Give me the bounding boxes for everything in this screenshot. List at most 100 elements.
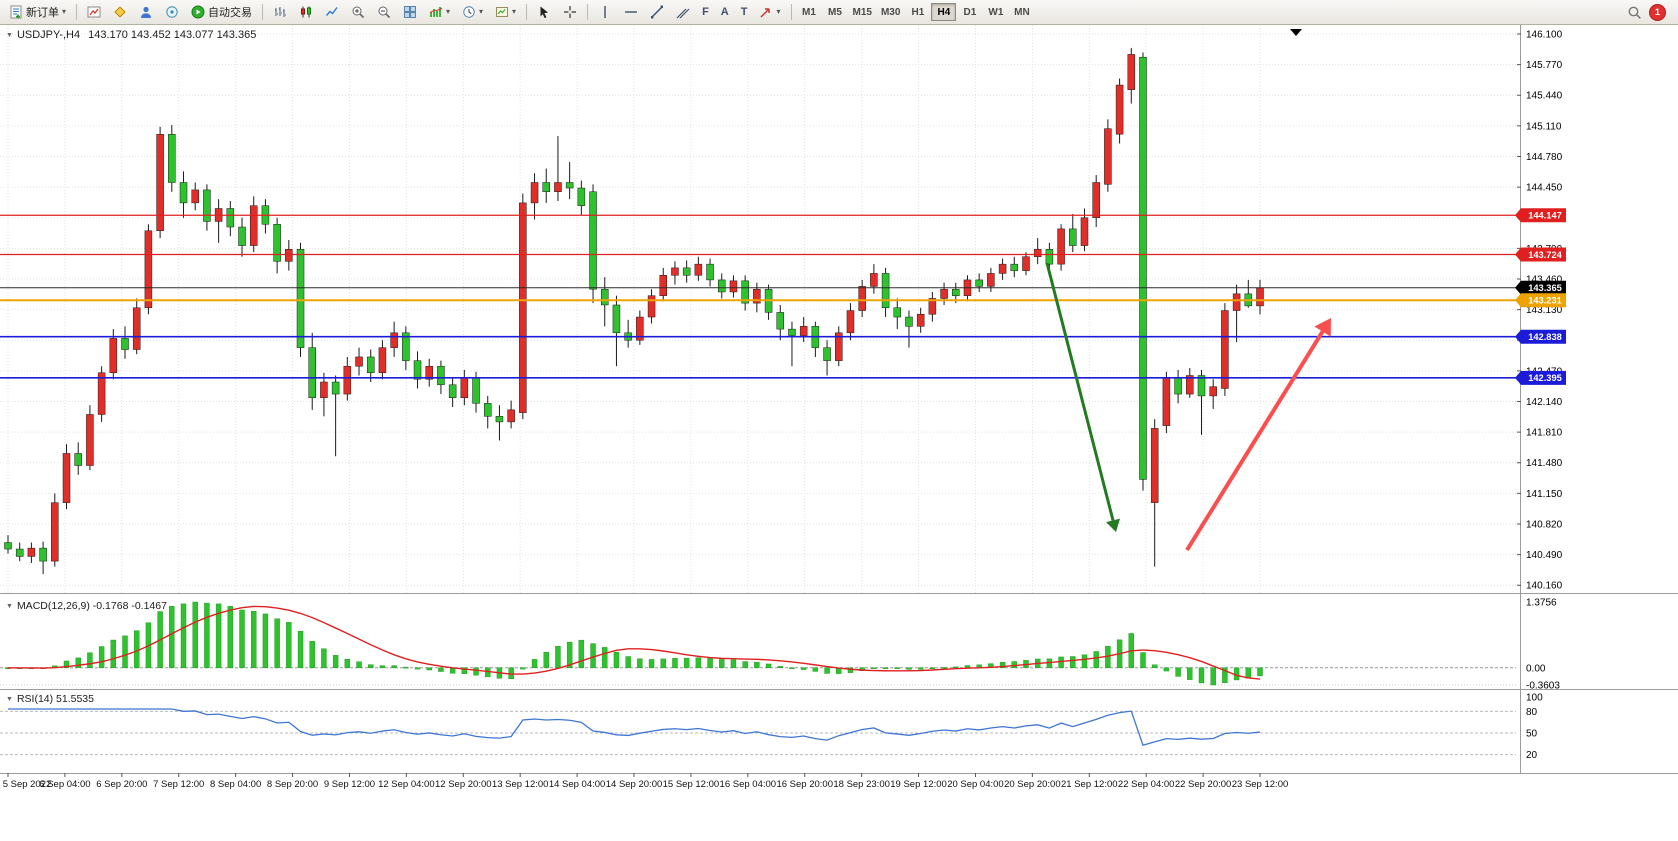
svg-text:143.365: 143.365 bbox=[1528, 283, 1562, 293]
trendline-icon bbox=[650, 5, 664, 19]
timeframe-button-h1[interactable]: H1 bbox=[905, 3, 930, 21]
svg-text:7 Sep 12:00: 7 Sep 12:00 bbox=[153, 779, 204, 790]
data-window-button[interactable] bbox=[134, 2, 158, 22]
crosshair-icon bbox=[563, 5, 577, 19]
timeframe-button-d1[interactable]: D1 bbox=[957, 3, 982, 21]
new-chart-icon bbox=[87, 5, 101, 19]
timeframe-button-mn[interactable]: MN bbox=[1009, 3, 1034, 21]
channel-tool-button[interactable] bbox=[671, 2, 695, 22]
arrows-tool-button[interactable]: ▾ bbox=[754, 2, 785, 22]
zoom-in-button[interactable] bbox=[346, 2, 370, 22]
bar-chart-button[interactable] bbox=[268, 2, 292, 22]
market-watch-icon bbox=[113, 5, 127, 19]
svg-text:140.490: 140.490 bbox=[1526, 550, 1563, 561]
svg-text:1.3756: 1.3756 bbox=[1526, 598, 1557, 609]
tile-windows-icon bbox=[403, 5, 417, 19]
vertical-line-tool-button[interactable] bbox=[593, 2, 617, 22]
svg-text:143.460: 143.460 bbox=[1526, 274, 1563, 285]
main-toolbar: 新订单 ▾ 自动交易 ▾ ▾ bbox=[0, 0, 1678, 25]
navigator-icon bbox=[165, 5, 179, 19]
notification-badge[interactable]: 1 bbox=[1649, 3, 1666, 21]
toolbar-separator bbox=[526, 4, 528, 20]
new-chart-button[interactable] bbox=[82, 2, 106, 22]
templates-button[interactable]: ▾ bbox=[490, 2, 521, 22]
chart-region: 146.100 145.770 145.440 145.110 144.780 144.4… bbox=[0, 25, 1678, 841]
svg-text:0.00: 0.00 bbox=[1526, 663, 1546, 674]
cursor-icon bbox=[537, 5, 551, 19]
horizontal-line-icon bbox=[624, 5, 638, 19]
channel-icon bbox=[676, 5, 690, 19]
svg-text:80: 80 bbox=[1526, 707, 1538, 718]
svg-text:-0.3603: -0.3603 bbox=[1526, 681, 1560, 692]
zoom-in-icon bbox=[351, 5, 365, 19]
toolbar-separator bbox=[76, 4, 78, 20]
toolbar-separator bbox=[262, 4, 264, 20]
svg-text:12 Sep 20:00: 12 Sep 20:00 bbox=[435, 779, 492, 790]
svg-text:144.450: 144.450 bbox=[1526, 183, 1563, 194]
trendline-tool-button[interactable] bbox=[645, 2, 669, 22]
timeframe-button-m15[interactable]: M15 bbox=[849, 3, 876, 21]
svg-text:14 Sep 20:00: 14 Sep 20:00 bbox=[606, 779, 663, 790]
svg-text:18 Sep 23:00: 18 Sep 23:00 bbox=[833, 779, 890, 790]
svg-text:8 Sep 04:00: 8 Sep 04:00 bbox=[210, 779, 261, 790]
bar-chart-icon bbox=[273, 5, 287, 19]
profile-icon bbox=[139, 5, 153, 19]
candlestick-chart-button[interactable] bbox=[294, 2, 318, 22]
timeframe-button-m5[interactable]: M5 bbox=[823, 3, 848, 21]
svg-text:143.130: 143.130 bbox=[1526, 305, 1563, 316]
periods-button[interactable]: ▾ bbox=[457, 2, 488, 22]
tile-windows-button[interactable] bbox=[398, 2, 422, 22]
fibonacci-icon: F bbox=[702, 6, 709, 18]
market-watch-button[interactable] bbox=[108, 2, 132, 22]
label-tool-button[interactable]: T bbox=[736, 2, 753, 22]
horizontal-line-tool-button[interactable] bbox=[619, 2, 643, 22]
timeframe-button-h4[interactable]: H4 bbox=[931, 3, 957, 21]
svg-text:142.140: 142.140 bbox=[1526, 397, 1563, 408]
timeframe-toolbar: M1 M5 M15 M30 H1 H4 D1 W1 MN bbox=[797, 3, 1035, 21]
svg-text:145.440: 145.440 bbox=[1526, 91, 1563, 102]
text-tool-button[interactable]: A bbox=[716, 2, 734, 22]
search-button[interactable] bbox=[1622, 2, 1647, 22]
svg-text:50: 50 bbox=[1526, 729, 1538, 740]
svg-text:20 Sep 04:00: 20 Sep 04:00 bbox=[947, 779, 1004, 790]
new-order-label: 新订单 bbox=[26, 7, 59, 19]
indicators-button[interactable]: ▾ bbox=[424, 2, 455, 22]
line-chart-button[interactable] bbox=[320, 2, 344, 22]
vertical-line-icon bbox=[598, 5, 612, 19]
autotrading-icon bbox=[191, 5, 205, 19]
new-order-button[interactable]: 新订单 ▾ bbox=[4, 2, 71, 22]
svg-text:141.150: 141.150 bbox=[1526, 489, 1563, 500]
timeframe-button-m30[interactable]: M30 bbox=[877, 3, 904, 21]
svg-text:23 Sep 12:00: 23 Sep 12:00 bbox=[1232, 779, 1289, 790]
svg-text:16 Sep 04:00: 16 Sep 04:00 bbox=[720, 779, 777, 790]
cursor-tool-button[interactable] bbox=[532, 2, 556, 22]
svg-text:21 Sep 12:00: 21 Sep 12:00 bbox=[1061, 779, 1118, 790]
chevron-down-icon: ▾ bbox=[62, 7, 67, 16]
svg-text:145.110: 145.110 bbox=[1526, 121, 1562, 132]
svg-text:141.810: 141.810 bbox=[1526, 428, 1563, 439]
timeframe-button-m1[interactable]: M1 bbox=[797, 3, 822, 21]
svg-text:141.480: 141.480 bbox=[1526, 458, 1563, 469]
toolbar-separator bbox=[790, 4, 792, 20]
zoom-out-button[interactable] bbox=[372, 2, 396, 22]
svg-text:8 Sep 20:00: 8 Sep 20:00 bbox=[267, 779, 318, 790]
zoom-out-icon bbox=[377, 5, 391, 19]
timeframe-button-w1[interactable]: W1 bbox=[983, 3, 1008, 21]
svg-text:140.820: 140.820 bbox=[1526, 519, 1563, 530]
svg-text:145.770: 145.770 bbox=[1526, 60, 1563, 71]
autotrading-button[interactable]: 自动交易 bbox=[186, 2, 257, 22]
label-icon: T bbox=[740, 6, 748, 18]
svg-text:19 Sep 12:00: 19 Sep 12:00 bbox=[890, 779, 947, 790]
chart-canvas[interactable]: 146.100 145.770 145.440 145.110 144.780 144.4… bbox=[0, 25, 1678, 841]
svg-text:6 Sep 20:00: 6 Sep 20:00 bbox=[96, 779, 147, 790]
navigator-button[interactable] bbox=[160, 2, 184, 22]
svg-text:140.160: 140.160 bbox=[1526, 581, 1563, 592]
chevron-down-icon: ▾ bbox=[512, 7, 517, 16]
chevron-down-icon: ▾ bbox=[446, 7, 451, 16]
svg-text:142.395: 142.395 bbox=[1528, 373, 1562, 383]
crosshair-tool-button[interactable] bbox=[558, 2, 582, 22]
svg-text:14 Sep 04:00: 14 Sep 04:00 bbox=[549, 779, 606, 790]
svg-text:144.147: 144.147 bbox=[1528, 211, 1562, 221]
indicators-icon bbox=[429, 5, 443, 19]
fibonacci-tool-button[interactable]: F bbox=[697, 2, 714, 22]
